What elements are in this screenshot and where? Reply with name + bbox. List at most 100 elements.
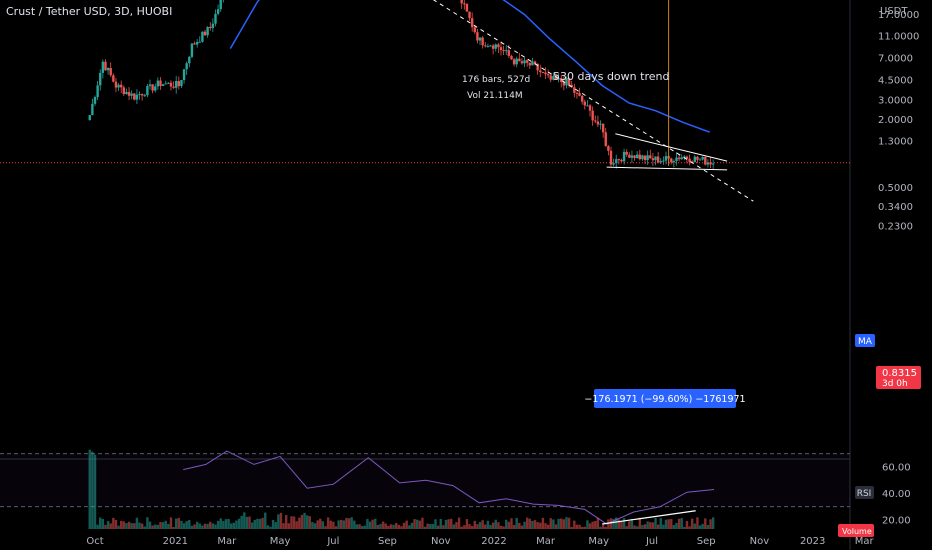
time-tick: 2022 (481, 536, 506, 547)
volume-bar (672, 525, 676, 529)
volume-bar (638, 517, 642, 529)
volume-bar (470, 526, 474, 529)
volume-bar (313, 523, 317, 529)
time-tick: Mar (536, 536, 556, 547)
candle-body (683, 156, 686, 158)
candle-body (622, 151, 626, 162)
price-tick: 0.2300 (878, 221, 913, 232)
volume-bar (185, 521, 188, 529)
volume-bar (353, 520, 356, 529)
volume-bar (295, 521, 298, 529)
candle-body (533, 61, 537, 64)
volume-bar (143, 526, 146, 529)
candle-body (583, 101, 587, 106)
candle-body (182, 69, 186, 81)
volume-bar (122, 521, 126, 529)
candle-body (174, 80, 178, 88)
volume-bar (232, 522, 236, 529)
candle-body (633, 155, 636, 159)
volume-bar (277, 514, 280, 529)
price-tick: 3.0000 (878, 95, 913, 106)
volume-bar (434, 519, 437, 529)
volume-bar (544, 523, 547, 529)
volume-bar (698, 525, 702, 529)
candlesticks (88, 0, 715, 170)
candle-body (685, 156, 689, 159)
volume-bar (436, 525, 440, 529)
range-bars-label: 176 bars, 527d (462, 75, 530, 85)
downtrend-line[interactable] (277, 0, 754, 202)
candle-body (594, 120, 597, 122)
candle-body (159, 80, 162, 86)
candle-body (520, 61, 524, 64)
falling-wedge-lines[interactable] (606, 133, 728, 171)
volume-bar (161, 522, 165, 529)
volume-bar (580, 526, 584, 529)
volume-bar (271, 519, 275, 529)
volume-bar (190, 525, 194, 529)
candle-body (167, 82, 170, 84)
volume-bar (499, 525, 503, 529)
volume-bar (625, 526, 628, 529)
volume-bar (635, 526, 639, 529)
candle-body (473, 27, 476, 33)
volume-bar (552, 519, 555, 529)
moving-average-line (229, 0, 710, 133)
candle-body (151, 84, 154, 91)
volume-bar (285, 515, 288, 529)
volume-bar (256, 518, 259, 529)
rsi-divergence-line[interactable] (602, 510, 696, 525)
volume-bar (546, 524, 550, 529)
wedge-line (606, 166, 728, 171)
ma-badge[interactable] (855, 334, 875, 347)
volume-bar (334, 526, 338, 529)
candle-body (664, 156, 668, 161)
volume-bar (664, 519, 668, 529)
chart-title: Crust / Tether USD, 3D, HUOBI (6, 5, 173, 18)
volume-bar (594, 521, 597, 529)
candle-body (219, 0, 222, 10)
volume-bar (290, 516, 293, 529)
volume-bar (497, 522, 500, 529)
volume-bar (622, 518, 626, 529)
candle-body (656, 156, 660, 163)
volume-bar (654, 517, 657, 529)
volume-bar (211, 523, 215, 529)
volume-bar (374, 518, 377, 529)
time-tick: May (588, 536, 609, 547)
candle-body (214, 13, 217, 24)
candle-body (476, 32, 479, 41)
candle-body (119, 84, 123, 88)
volume-bar (258, 518, 262, 529)
candle-body (130, 93, 133, 96)
volume-bar (138, 522, 141, 529)
candle-body (161, 84, 165, 86)
volume-bar (363, 525, 366, 529)
time-tick: Mar (217, 536, 237, 547)
volume-badge[interactable] (838, 524, 874, 537)
volume-badge-label: Volume (842, 527, 872, 536)
candle-body (528, 62, 531, 66)
downtrend-note: 530 days down trend (553, 70, 669, 83)
volume-bar (541, 517, 545, 529)
volume-bar (300, 514, 304, 529)
time-tick: May (270, 536, 291, 547)
rsi-tick: 60.00 (882, 463, 911, 474)
volume-bar (701, 523, 704, 529)
volume-bar (206, 523, 209, 529)
volume-bar (133, 523, 136, 529)
volume-bars (88, 449, 715, 529)
volume-bar (502, 526, 505, 529)
volume-bar (670, 519, 673, 529)
candle-body (148, 84, 152, 87)
candle-body (643, 155, 647, 161)
candle-body (701, 156, 704, 160)
volume-bar (274, 522, 277, 529)
volume-bar (528, 518, 531, 529)
rsi-badge[interactable] (855, 486, 874, 499)
time-tick: Nov (750, 536, 770, 547)
rsi-tick: 40.00 (882, 489, 911, 500)
volume-bar (539, 522, 542, 529)
volume-bar (690, 518, 694, 529)
